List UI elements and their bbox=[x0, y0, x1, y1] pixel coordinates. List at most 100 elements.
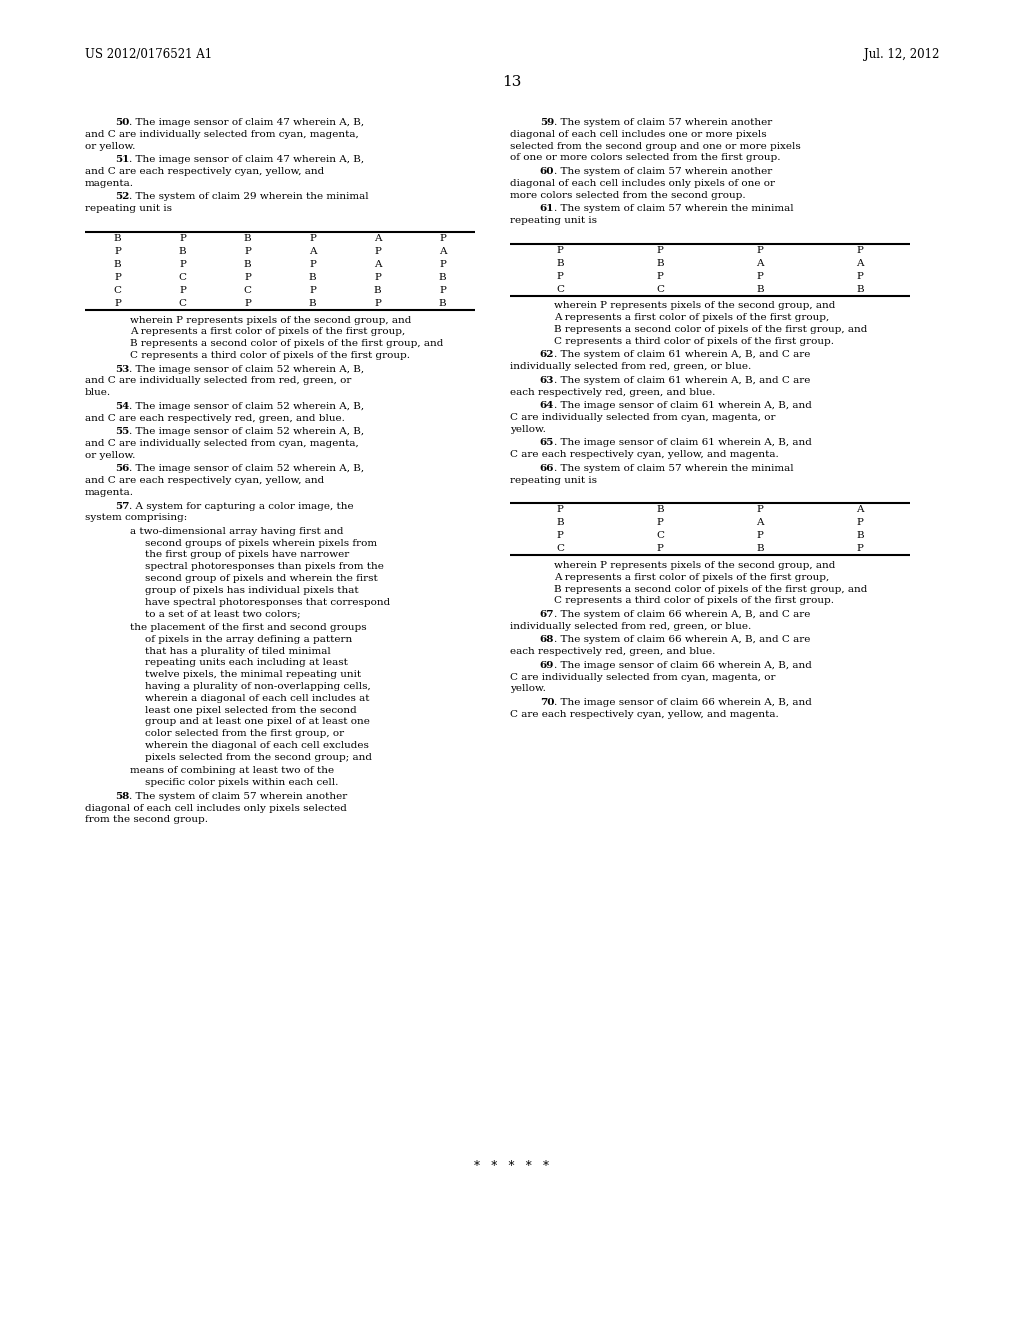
Text: system comprising:: system comprising: bbox=[85, 513, 187, 523]
Text: . The image sensor of claim 61 wherein A, B, and: . The image sensor of claim 61 wherein A… bbox=[554, 401, 812, 411]
Text: P: P bbox=[244, 298, 251, 308]
Text: and C are each respectively red, green, and blue.: and C are each respectively red, green, … bbox=[85, 413, 345, 422]
Text: C: C bbox=[178, 298, 186, 308]
Text: A: A bbox=[757, 519, 764, 527]
Text: . A system for capturing a color image, the: . A system for capturing a color image, … bbox=[129, 502, 354, 511]
Text: B represents a second color of pixels of the first group, and: B represents a second color of pixels of… bbox=[130, 339, 443, 348]
Text: . The image sensor of claim 52 wherein A, B,: . The image sensor of claim 52 wherein A… bbox=[129, 364, 365, 374]
Text: P: P bbox=[374, 247, 381, 256]
Text: C: C bbox=[244, 286, 252, 294]
Text: or yellow.: or yellow. bbox=[85, 450, 135, 459]
Text: P: P bbox=[179, 234, 186, 243]
Text: . The image sensor of claim 52 wherein A, B,: . The image sensor of claim 52 wherein A… bbox=[129, 465, 365, 474]
Text: yellow.: yellow. bbox=[510, 684, 546, 693]
Text: A represents a first color of pixels of the first group,: A represents a first color of pixels of … bbox=[130, 327, 406, 337]
Text: C are each respectively cyan, yellow, and magenta.: C are each respectively cyan, yellow, an… bbox=[510, 710, 778, 719]
Text: A: A bbox=[374, 260, 381, 269]
Text: P: P bbox=[557, 506, 563, 515]
Text: B: B bbox=[856, 531, 864, 540]
Text: . The system of claim 57 wherein another: . The system of claim 57 wherein another bbox=[554, 117, 772, 127]
Text: P: P bbox=[374, 298, 381, 308]
Text: P: P bbox=[856, 246, 863, 255]
Text: Jul. 12, 2012: Jul. 12, 2012 bbox=[863, 48, 939, 61]
Text: P: P bbox=[757, 506, 764, 515]
Text: B: B bbox=[178, 247, 186, 256]
Text: P: P bbox=[244, 273, 251, 281]
Text: repeating unit is: repeating unit is bbox=[85, 205, 172, 213]
Text: second group of pixels and wherein the first: second group of pixels and wherein the f… bbox=[145, 574, 378, 583]
Text: P: P bbox=[656, 544, 664, 553]
Text: P: P bbox=[114, 273, 121, 281]
Text: P: P bbox=[439, 260, 445, 269]
Text: A represents a first color of pixels of the first group,: A represents a first color of pixels of … bbox=[554, 313, 829, 322]
Text: B: B bbox=[756, 285, 764, 293]
Text: and C are individually selected from cyan, magenta,: and C are individually selected from cya… bbox=[85, 440, 358, 447]
Text: 67: 67 bbox=[540, 610, 554, 619]
Text: 55: 55 bbox=[115, 428, 129, 436]
Text: 57: 57 bbox=[115, 502, 129, 511]
Text: color selected from the first group, or: color selected from the first group, or bbox=[145, 729, 344, 738]
Text: C represents a third color of pixels of the first group.: C represents a third color of pixels of … bbox=[554, 597, 835, 606]
Text: 66: 66 bbox=[540, 463, 554, 473]
Text: 13: 13 bbox=[503, 75, 521, 88]
Text: and C are each respectively cyan, yellow, and: and C are each respectively cyan, yellow… bbox=[85, 166, 325, 176]
Text: P: P bbox=[557, 246, 563, 255]
Text: P: P bbox=[757, 246, 764, 255]
Text: . The system of claim 66 wherein A, B, and C are: . The system of claim 66 wherein A, B, a… bbox=[554, 610, 811, 619]
Text: specific color pixels within each cell.: specific color pixels within each cell. bbox=[145, 779, 338, 787]
Text: having a plurality of non-overlapping cells,: having a plurality of non-overlapping ce… bbox=[145, 682, 371, 692]
Text: B represents a second color of pixels of the first group, and: B represents a second color of pixels of… bbox=[554, 585, 867, 594]
Text: B: B bbox=[244, 260, 251, 269]
Text: 64: 64 bbox=[540, 401, 554, 411]
Text: 58: 58 bbox=[115, 792, 129, 801]
Text: B: B bbox=[656, 506, 664, 515]
Text: twelve pixels, the minimal repeating unit: twelve pixels, the minimal repeating uni… bbox=[145, 671, 361, 680]
Text: A: A bbox=[856, 259, 864, 268]
Text: of one or more colors selected from the first group.: of one or more colors selected from the … bbox=[510, 153, 780, 162]
Text: and C are individually selected from red, green, or: and C are individually selected from red… bbox=[85, 376, 351, 385]
Text: wherein the diagonal of each cell excludes: wherein the diagonal of each cell exclud… bbox=[145, 741, 369, 750]
Text: P: P bbox=[856, 544, 863, 553]
Text: C: C bbox=[656, 285, 664, 293]
Text: P: P bbox=[309, 286, 316, 294]
Text: . The image sensor of claim 66 wherein A, B, and: . The image sensor of claim 66 wherein A… bbox=[554, 661, 812, 669]
Text: . The image sensor of claim 66 wherein A, B, and: . The image sensor of claim 66 wherein A… bbox=[554, 698, 812, 708]
Text: 56: 56 bbox=[115, 465, 129, 474]
Text: . The image sensor of claim 52 wherein A, B,: . The image sensor of claim 52 wherein A… bbox=[129, 428, 365, 436]
Text: B: B bbox=[556, 259, 564, 268]
Text: the first group of pixels have narrower: the first group of pixels have narrower bbox=[145, 550, 349, 560]
Text: C are individually selected from cyan, magenta, or: C are individually selected from cyan, m… bbox=[510, 413, 775, 422]
Text: . The image sensor of claim 52 wherein A, B,: . The image sensor of claim 52 wherein A… bbox=[129, 401, 365, 411]
Text: and C are individually selected from cyan, magenta,: and C are individually selected from cya… bbox=[85, 129, 358, 139]
Text: have spectral photoresponses that correspond: have spectral photoresponses that corres… bbox=[145, 598, 390, 607]
Text: 65: 65 bbox=[540, 438, 554, 447]
Text: B: B bbox=[438, 298, 446, 308]
Text: pixels selected from the second group; and: pixels selected from the second group; a… bbox=[145, 752, 372, 762]
Text: . The image sensor of claim 61 wherein A, B, and: . The image sensor of claim 61 wherein A… bbox=[554, 438, 812, 447]
Text: yellow.: yellow. bbox=[510, 425, 546, 434]
Text: . The system of claim 57 wherein the minimal: . The system of claim 57 wherein the min… bbox=[554, 205, 794, 213]
Text: B: B bbox=[438, 273, 446, 281]
Text: . The image sensor of claim 47 wherein A, B,: . The image sensor of claim 47 wherein A… bbox=[129, 156, 365, 164]
Text: P: P bbox=[656, 246, 664, 255]
Text: . The image sensor of claim 47 wherein A, B,: . The image sensor of claim 47 wherein A… bbox=[129, 117, 365, 127]
Text: group and at least one pixel of at least one: group and at least one pixel of at least… bbox=[145, 718, 370, 726]
Text: of pixels in the array defining a pattern: of pixels in the array defining a patter… bbox=[145, 635, 352, 644]
Text: P: P bbox=[244, 247, 251, 256]
Text: C represents a third color of pixels of the first group.: C represents a third color of pixels of … bbox=[554, 337, 835, 346]
Text: wherein a diagonal of each cell includes at: wherein a diagonal of each cell includes… bbox=[145, 694, 370, 702]
Text: group of pixels has individual pixels that: group of pixels has individual pixels th… bbox=[145, 586, 358, 595]
Text: P: P bbox=[439, 234, 445, 243]
Text: 51: 51 bbox=[115, 156, 129, 164]
Text: B: B bbox=[308, 298, 316, 308]
Text: B: B bbox=[308, 273, 316, 281]
Text: the placement of the first and second groups: the placement of the first and second gr… bbox=[130, 623, 367, 632]
Text: A: A bbox=[438, 247, 446, 256]
Text: . The system of claim 57 wherein the minimal: . The system of claim 57 wherein the min… bbox=[554, 463, 794, 473]
Text: 59: 59 bbox=[540, 117, 554, 127]
Text: P: P bbox=[374, 273, 381, 281]
Text: that has a plurality of tiled minimal: that has a plurality of tiled minimal bbox=[145, 647, 331, 656]
Text: wherein P represents pixels of the second group, and: wherein P represents pixels of the secon… bbox=[554, 301, 836, 310]
Text: from the second group.: from the second group. bbox=[85, 816, 208, 825]
Text: second groups of pixels wherein pixels from: second groups of pixels wherein pixels f… bbox=[145, 539, 377, 548]
